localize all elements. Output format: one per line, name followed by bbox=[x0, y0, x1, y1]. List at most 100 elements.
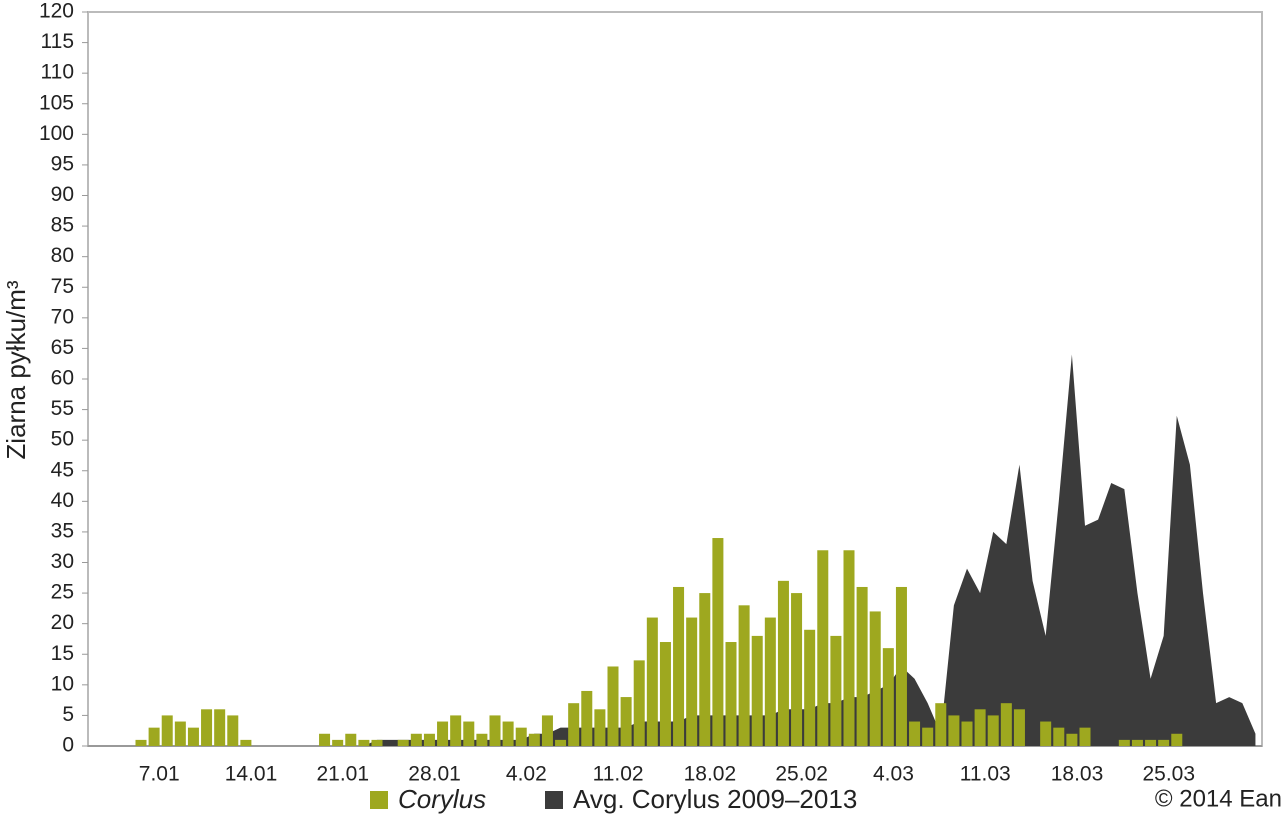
x-tick-label: 18.02 bbox=[684, 763, 737, 786]
y-tick-label: 105 bbox=[39, 91, 74, 114]
bar bbox=[738, 605, 750, 746]
bar bbox=[555, 739, 567, 746]
bar bbox=[869, 611, 881, 746]
y-tick-label: 15 bbox=[51, 642, 74, 665]
bar bbox=[935, 703, 947, 746]
bar bbox=[882, 648, 894, 746]
bar bbox=[948, 715, 960, 746]
bar bbox=[961, 721, 973, 746]
y-tick-label: 60 bbox=[51, 367, 74, 390]
x-tick-label: 18.03 bbox=[1051, 763, 1104, 786]
bar bbox=[673, 586, 685, 746]
legend-swatch bbox=[545, 791, 563, 809]
x-tick-label: 28.01 bbox=[408, 763, 461, 786]
y-tick-label: 45 bbox=[51, 458, 74, 481]
x-tick-label: 25.02 bbox=[775, 763, 828, 786]
y-tick-label: 35 bbox=[51, 519, 74, 542]
bar bbox=[345, 733, 357, 746]
y-tick-label: 55 bbox=[51, 397, 74, 420]
bar bbox=[423, 733, 435, 746]
bar bbox=[174, 721, 186, 746]
bar bbox=[214, 709, 226, 746]
bar bbox=[764, 617, 776, 746]
x-tick-label: 4.03 bbox=[873, 763, 914, 786]
y-tick-label: 95 bbox=[51, 152, 74, 175]
y-tick-label: 80 bbox=[51, 244, 74, 267]
y-tick-label: 115 bbox=[41, 30, 74, 53]
bar bbox=[371, 739, 383, 746]
y-tick-label: 25 bbox=[51, 581, 74, 604]
bar bbox=[909, 721, 921, 746]
bar bbox=[1000, 703, 1012, 746]
bar bbox=[791, 593, 803, 746]
bar bbox=[463, 721, 475, 746]
y-tick-label: 90 bbox=[51, 183, 74, 206]
y-tick-label: 20 bbox=[51, 611, 74, 634]
bar bbox=[1040, 721, 1052, 746]
area bbox=[88, 354, 1256, 746]
bar bbox=[843, 550, 855, 746]
y-tick-label: 5 bbox=[62, 703, 74, 726]
bar bbox=[895, 586, 907, 746]
bar bbox=[699, 593, 711, 746]
bar bbox=[397, 739, 409, 746]
y-tick-label: 0 bbox=[62, 734, 74, 757]
y-tick-label: 75 bbox=[51, 275, 74, 298]
bar bbox=[804, 629, 816, 746]
bar bbox=[528, 733, 540, 746]
bar bbox=[659, 642, 671, 746]
y-tick-label: 10 bbox=[51, 672, 74, 695]
bar bbox=[1145, 739, 1157, 746]
bar bbox=[1158, 739, 1170, 746]
bar bbox=[633, 660, 645, 746]
bar bbox=[856, 586, 868, 746]
bar bbox=[1079, 727, 1091, 746]
bar bbox=[725, 642, 737, 746]
x-tick-label: 14.01 bbox=[225, 763, 278, 786]
bar bbox=[987, 715, 999, 746]
bar bbox=[1066, 733, 1078, 746]
bar bbox=[620, 697, 632, 746]
bar bbox=[1053, 727, 1065, 746]
x-tick-label: 21.01 bbox=[316, 763, 369, 786]
x-tick-label: 11.02 bbox=[593, 763, 644, 786]
legend-label: Corylus bbox=[398, 784, 486, 814]
x-tick-label: 4.02 bbox=[506, 763, 547, 786]
x-tick-label: 11.03 bbox=[960, 763, 1011, 786]
y-tick-label: 30 bbox=[51, 550, 74, 573]
y-tick-label: 70 bbox=[51, 305, 74, 328]
bar bbox=[568, 703, 580, 746]
y-tick-label: 50 bbox=[51, 428, 74, 451]
bar bbox=[476, 733, 488, 746]
bar bbox=[1131, 739, 1143, 746]
bar bbox=[450, 715, 462, 746]
y-tick-label: 110 bbox=[41, 61, 74, 84]
y-axis-label: Ziarna pyłku/m³ bbox=[1, 280, 31, 459]
legend-swatch bbox=[370, 791, 388, 809]
bar bbox=[646, 617, 658, 746]
bar bbox=[751, 635, 763, 746]
bar bbox=[607, 666, 619, 746]
x-tick-label: 7.01 bbox=[139, 763, 180, 786]
bar bbox=[410, 733, 422, 746]
y-tick-label: 120 bbox=[39, 0, 74, 23]
bar bbox=[830, 635, 842, 746]
bar bbox=[1171, 733, 1183, 746]
bar bbox=[922, 727, 934, 746]
bar bbox=[541, 715, 553, 746]
bar bbox=[187, 727, 199, 746]
bar bbox=[594, 709, 606, 746]
credit: © 2014 Ean bbox=[1155, 785, 1282, 812]
bar bbox=[712, 538, 724, 746]
bar bbox=[502, 721, 514, 746]
bar bbox=[489, 715, 501, 746]
bar bbox=[515, 727, 527, 746]
y-tick-label: 40 bbox=[51, 489, 74, 512]
bar bbox=[227, 715, 239, 746]
bar bbox=[332, 739, 344, 746]
bar bbox=[358, 739, 370, 746]
bar bbox=[161, 715, 173, 746]
bar bbox=[319, 733, 331, 746]
y-tick-label: 85 bbox=[51, 214, 74, 237]
